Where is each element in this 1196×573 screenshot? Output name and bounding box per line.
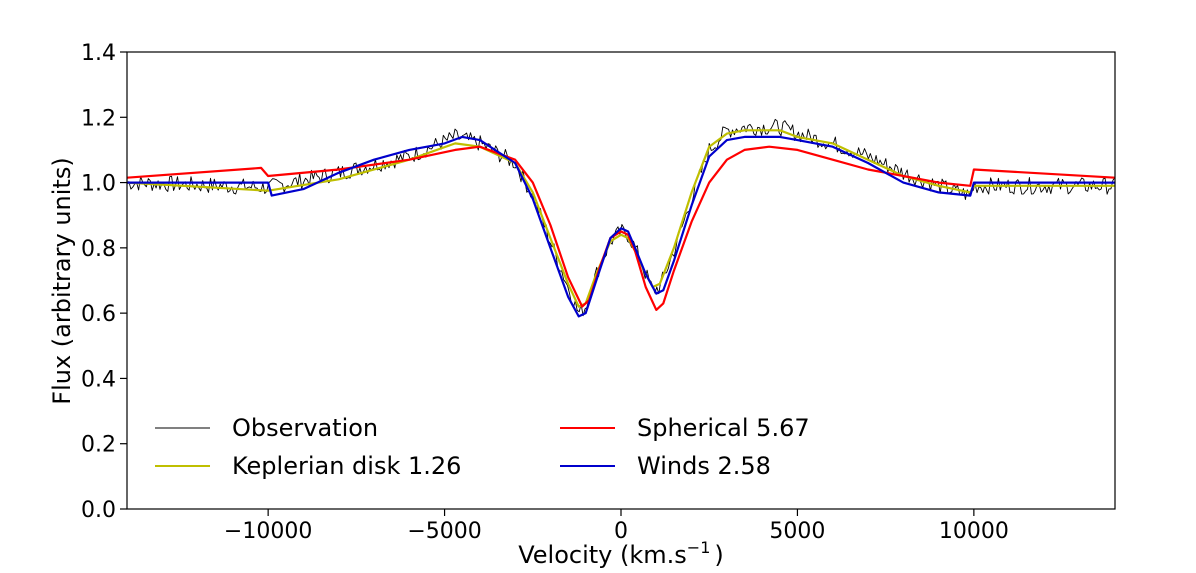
legend-label-keplerian-disk: Keplerian disk 1.26 (232, 452, 461, 480)
y-tick-label: 0.0 (81, 498, 116, 523)
series-line-keplerian-disk (126, 129, 1115, 308)
x-axis: −10000 −5000 0 5000 10000 (224, 509, 1009, 544)
x-tick-label: −5000 (407, 519, 481, 544)
legend-label-observation: Observation (232, 414, 378, 442)
x-axis-label: Velocity (km.s−1) (518, 538, 724, 569)
legend: Observation Keplerian disk 1.26 Spherica… (155, 414, 810, 480)
y-axis-label: Flux (arbitrary units) (48, 157, 76, 404)
y-tick-label: 0.8 (81, 237, 116, 262)
x-tick-label: 5000 (769, 519, 825, 544)
y-tick-label: 1.0 (81, 172, 116, 197)
y-tick-label: 1.4 (81, 41, 116, 66)
y-axis: 0.0 0.2 0.4 0.6 0.8 1.0 1.2 1.4 (81, 41, 127, 523)
legend-label-spherical: Spherical 5.67 (637, 414, 810, 442)
x-tick-label: −10000 (224, 519, 312, 544)
x-axis-label-exponent: −1 (687, 538, 711, 557)
y-tick-label: 0.4 (81, 367, 116, 392)
x-tick-label: 10000 (939, 519, 1009, 544)
series-line-observation (126, 118, 1116, 317)
series-line-spherical (126, 145, 1116, 311)
x-axis-label-suffix: ) (714, 541, 723, 569)
x-axis-label-main: Velocity (km.s (518, 541, 687, 569)
x-tick-label: 0 (614, 519, 628, 544)
series-layer (126, 118, 1116, 318)
series-line-winds (127, 135, 1115, 318)
legend-label-winds: Winds 2.58 (637, 452, 771, 480)
y-tick-label: 0.6 (81, 302, 116, 327)
y-tick-label: 1.2 (81, 106, 116, 131)
y-tick-label: 0.2 (81, 433, 116, 458)
